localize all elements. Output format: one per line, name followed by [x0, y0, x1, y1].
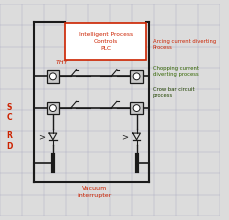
Text: Intelligent Process
Controls
PLC: Intelligent Process Controls PLC [79, 32, 133, 51]
Text: >: > [38, 132, 45, 141]
Bar [130, 102, 143, 114]
Text: THY: THY [56, 60, 68, 65]
Circle shape [49, 73, 56, 80]
Text: Chopping current
diverting process: Chopping current diverting process [153, 66, 199, 77]
Circle shape [133, 105, 140, 112]
Bar [47, 70, 59, 82]
Bar [65, 24, 146, 60]
Text: >: > [122, 132, 128, 141]
Circle shape [133, 73, 140, 80]
Circle shape [49, 105, 56, 112]
Text: D: D [6, 142, 13, 151]
Text: Crow bar circuit
process: Crow bar circuit process [153, 87, 194, 99]
Text: S: S [7, 103, 12, 112]
Text: Arcing current diverting
Process: Arcing current diverting Process [153, 39, 216, 50]
Text: C: C [7, 113, 12, 122]
Text: Vacuum
interrupter: Vacuum interrupter [78, 186, 112, 198]
Bar [47, 102, 59, 114]
Text: R: R [7, 130, 13, 139]
Bar [130, 70, 143, 82]
